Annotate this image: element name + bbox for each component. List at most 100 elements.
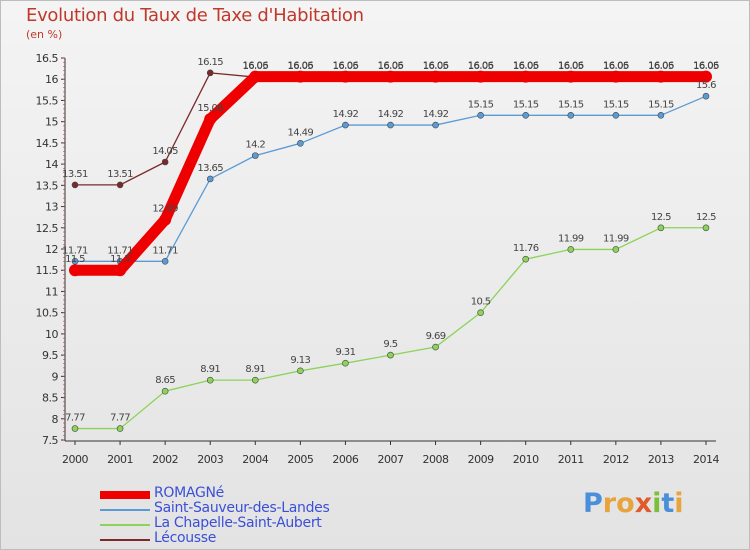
series-line-la-chapelle-saint-aubert [74, 227, 707, 430]
data-label-la-chapelle-saint-aubert: 8.91 [245, 364, 265, 375]
point-saint-sauveur-des-landes [206, 175, 214, 183]
y-tick-label: 14.5 [36, 137, 59, 150]
point-romagne [384, 70, 397, 83]
data-label-saint-sauveur-des-landes: 14.92 [378, 109, 404, 120]
y-tick-label: 12.5 [36, 222, 59, 235]
data-label-saint-sauveur-des-landes: 14.92 [423, 109, 449, 120]
data-label-la-chapelle-saint-aubert: 9.31 [335, 347, 355, 358]
data-label-romagne: 11.5 [65, 254, 85, 265]
logo-letter: i [652, 488, 662, 519]
point-romagne [339, 70, 352, 83]
y-tick-label: 13 [45, 201, 58, 214]
data-label-saint-sauveur-des-landes: 15.15 [558, 99, 584, 110]
legend-label-la-chapelle: La Chapelle-Saint-Aubert [154, 515, 322, 531]
data-label-la-chapelle-saint-aubert: 9.5 [383, 339, 397, 350]
data-label-romagne: 16.06 [558, 61, 584, 72]
data-label-saint-sauveur-des-landes: 11.71 [107, 245, 133, 256]
data-label-lecousse: 16.05 [288, 61, 314, 72]
y-tick-label: 9 [52, 370, 59, 383]
y-tick-label: 8 [52, 413, 59, 426]
point-romagne [249, 70, 262, 83]
data-label-romagne: 16.06 [423, 61, 449, 72]
x-tick-label: 2011 [558, 453, 584, 466]
data-label-la-chapelle-saint-aubert: 12.5 [696, 212, 716, 223]
y-tick-label: 11 [45, 285, 58, 298]
point-la-chapelle-saint-aubert [342, 359, 349, 367]
data-label-lecousse: 16.05 [648, 61, 674, 72]
data-label-romagne: 16.06 [468, 61, 494, 72]
y-tick-label: 14 [45, 158, 58, 171]
x-tick-label: 2003 [197, 453, 223, 466]
data-label-lecousse: 13.51 [107, 169, 133, 180]
point-romagne [609, 70, 622, 83]
data-label-saint-sauveur-des-landes: 14.2 [245, 140, 265, 151]
point-saint-sauveur-des-landes [297, 140, 304, 147]
logo-letter: r [602, 488, 617, 519]
proxiti-logo: Proxiti [583, 488, 684, 519]
logo-letter: P [583, 488, 603, 519]
line-chart: 7.5 8 8.5 9 9.5 10 10.5 11 11.5 12 12.5 13 13.5 14 14.… [36, 52, 720, 466]
point-saint-sauveur-des-landes [522, 112, 530, 119]
point-saint-sauveur-des-landes [567, 112, 575, 119]
point-la-chapelle-saint-aubert [702, 224, 710, 232]
point-la-chapelle-saint-aubert [387, 351, 394, 359]
point-la-chapelle-saint-aubert [297, 367, 304, 375]
data-label-la-chapelle-saint-aubert: 11.99 [603, 233, 629, 244]
point-romagne [114, 264, 127, 277]
point-la-chapelle-saint-aubert [567, 246, 575, 253]
point-la-chapelle-saint-aubert [116, 425, 124, 432]
data-label-la-chapelle-saint-aubert: 8.65 [155, 375, 175, 386]
chart-subtitle: (en %) [26, 28, 63, 41]
data-label-saint-sauveur-des-landes: 15.15 [468, 99, 494, 110]
x-tick-label: 2007 [377, 453, 403, 466]
data-label-la-chapelle-saint-aubert: 8.91 [200, 364, 220, 375]
chart-title: Evolution du Taux de Taxe d'Habitation [26, 5, 364, 26]
data-label-la-chapelle-saint-aubert: 9.69 [426, 331, 446, 342]
point-la-chapelle-saint-aubert [522, 255, 530, 263]
x-tick-label: 2006 [332, 453, 358, 466]
point-saint-sauveur-des-landes [477, 112, 484, 119]
data-label-la-chapelle-saint-aubert: 7.77 [65, 413, 85, 424]
x-tick-label: 2014 [693, 453, 719, 466]
legend-label-saint-sauveur: Saint-Sauveur-des-Landes [154, 500, 330, 516]
x-tick-label: 2009 [468, 453, 494, 466]
data-label-saint-sauveur-des-landes: 14.49 [288, 127, 314, 138]
data-label-lecousse: 16.05 [242, 61, 268, 72]
legend-swatch-lecousse [100, 539, 150, 541]
data-label-la-chapelle-saint-aubert: 7.77 [110, 413, 130, 424]
y-tick-label: 13.5 [36, 179, 59, 192]
x-tick-label: 2004 [242, 453, 268, 466]
logo-letter: i [674, 488, 684, 519]
point-romagne [204, 113, 217, 126]
data-label-romagne: 16.06 [648, 61, 674, 72]
data-label-lecousse: 16.15 [197, 57, 223, 68]
point-saint-sauveur-des-landes [161, 258, 169, 265]
point-lecousse [116, 181, 124, 189]
data-label-la-chapelle-saint-aubert: 9.13 [290, 355, 310, 366]
x-tick-label: 2013 [648, 453, 674, 466]
y-tick-label: 10.5 [36, 307, 59, 320]
y-tick-label: 15 [45, 116, 58, 129]
data-label-la-chapelle-saint-aubert: 11.99 [558, 233, 584, 244]
y-tick-label: 15.5 [36, 94, 59, 107]
data-label-lecousse: 14.05 [152, 146, 178, 157]
data-label-romagne: 16.06 [513, 61, 539, 72]
data-label-saint-sauveur-des-landes: 15.6 [696, 80, 716, 91]
point-romagne [294, 70, 307, 83]
point-saint-sauveur-des-landes [612, 112, 620, 119]
y-tick-label: 10 [45, 328, 58, 341]
point-la-chapelle-saint-aubert [432, 343, 439, 351]
point-saint-sauveur-des-landes [432, 121, 439, 129]
point-romagne [699, 70, 712, 83]
data-label-saint-sauveur-des-landes: 14.92 [333, 109, 359, 120]
x-tick-label: 2001 [107, 453, 133, 466]
y-tick-label: 12 [45, 243, 58, 256]
logo-letter: t [661, 488, 675, 519]
data-label-romagne: 16.06 [288, 61, 314, 72]
point-saint-sauveur-des-landes [657, 112, 665, 119]
point-la-chapelle-saint-aubert [657, 224, 665, 232]
point-romagne [69, 264, 81, 277]
data-label-saint-sauveur-des-landes: 15.15 [648, 99, 674, 110]
data-label-la-chapelle-saint-aubert: 11.76 [513, 243, 539, 254]
